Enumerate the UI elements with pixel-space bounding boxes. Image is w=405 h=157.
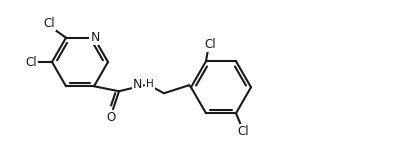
Text: Cl: Cl — [43, 17, 55, 30]
Text: Cl: Cl — [25, 56, 37, 68]
Text: Cl: Cl — [237, 125, 249, 138]
Text: N: N — [132, 78, 142, 91]
Text: Cl: Cl — [204, 38, 216, 51]
Text: N: N — [90, 31, 100, 44]
Text: O: O — [107, 111, 115, 124]
Text: H: H — [146, 79, 154, 89]
